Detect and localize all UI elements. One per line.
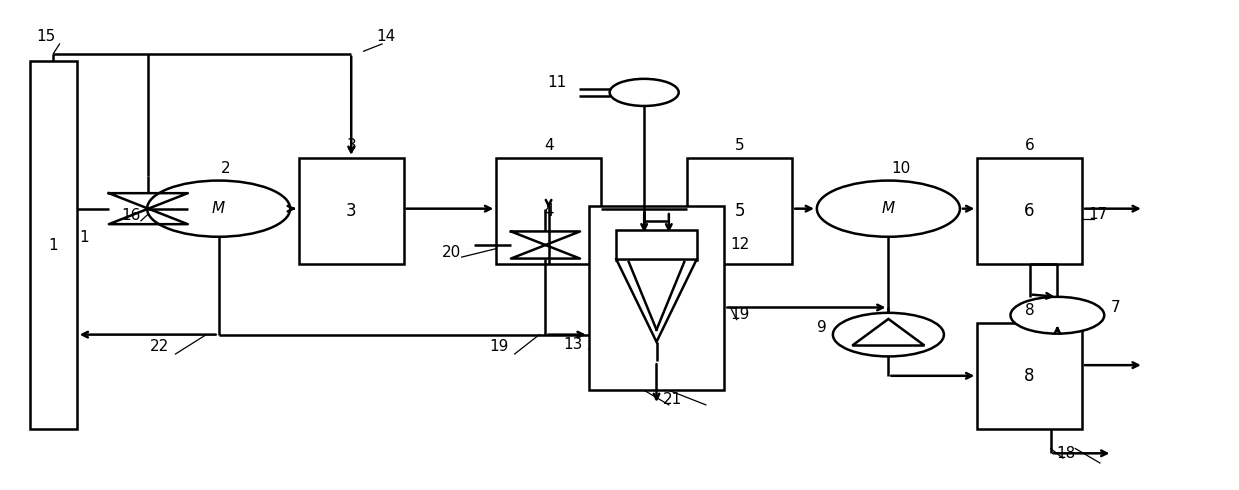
Text: 6: 6 [1025, 138, 1035, 153]
Text: M: M [212, 201, 225, 216]
Text: 17: 17 [1088, 207, 1108, 222]
Text: 18: 18 [1057, 445, 1075, 461]
Bar [978, 158, 1082, 265]
Text: 12: 12 [731, 237, 750, 252]
Text: 10: 10 [891, 161, 911, 176]
Text: 11: 11 [548, 75, 566, 90]
Bar [299, 158, 404, 265]
Bar [30, 61, 77, 429]
Bar [496, 158, 601, 265]
Text: 4: 4 [544, 138, 554, 153]
Bar [589, 206, 725, 391]
Text: 8: 8 [1025, 367, 1035, 385]
Text: 16: 16 [121, 208, 141, 223]
Text: 13: 13 [563, 337, 582, 352]
Text: 3: 3 [346, 202, 357, 220]
Text: 2: 2 [221, 161, 230, 176]
Bar [978, 322, 1082, 429]
Text: 7: 7 [1110, 300, 1120, 315]
Text: 6: 6 [1025, 202, 1035, 220]
Text: 5: 5 [735, 138, 745, 153]
Text: 8: 8 [1025, 303, 1035, 318]
Circle shape [833, 313, 944, 356]
Text: 15: 15 [36, 29, 56, 44]
Text: 3: 3 [347, 138, 356, 153]
Polygon shape [852, 319, 924, 345]
Circle shape [147, 181, 290, 237]
Circle shape [817, 181, 960, 237]
Text: 19: 19 [731, 307, 750, 322]
Text: 20: 20 [442, 245, 462, 260]
Bar [688, 158, 792, 265]
Circle shape [1011, 297, 1104, 334]
Text: 1: 1 [79, 230, 89, 245]
Text: 4: 4 [544, 202, 554, 220]
Text: 9: 9 [817, 319, 826, 335]
Text: 14: 14 [375, 29, 395, 44]
Text: M: M [882, 201, 895, 216]
Text: 22: 22 [150, 339, 170, 354]
Circle shape [610, 79, 679, 106]
Text: 5: 5 [735, 202, 745, 220]
Polygon shape [617, 260, 696, 342]
Polygon shape [617, 230, 696, 260]
Text: 21: 21 [663, 392, 681, 407]
Text: 1: 1 [48, 238, 58, 252]
Text: 19: 19 [489, 339, 508, 354]
